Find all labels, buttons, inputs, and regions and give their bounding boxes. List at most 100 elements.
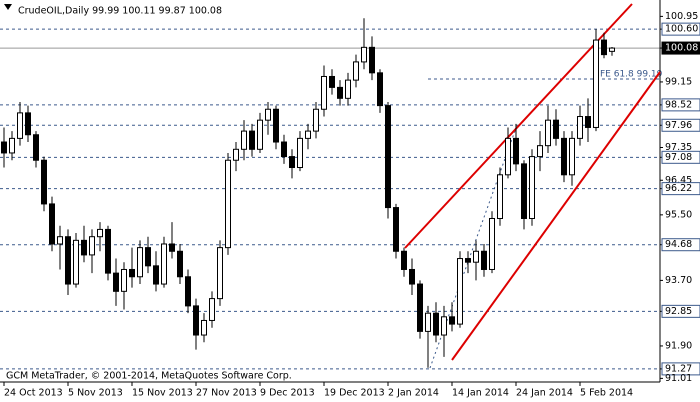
- candle-body: [49, 203, 55, 245]
- candle-body: [169, 243, 175, 252]
- candle-body: [185, 276, 191, 307]
- y-tick-label: 100.95: [665, 11, 698, 22]
- x-tick-label: 9 Dec 2013: [260, 388, 315, 399]
- candle-body: [305, 130, 311, 139]
- candle-body: [449, 316, 455, 325]
- candle-body: [177, 250, 183, 278]
- candle-body: [33, 134, 39, 161]
- y-tick-label: 98.52: [665, 99, 692, 110]
- tick-box: [661, 98, 700, 112]
- tick-box: [661, 118, 700, 132]
- annotation: FE 61.8 99.19: [600, 70, 663, 80]
- y-tick-label: 100.60: [665, 24, 698, 35]
- candle-body: [585, 116, 591, 128]
- trendline: [451, 71, 661, 361]
- candle-body: [321, 75, 327, 110]
- x-tick-label: 24 Oct 2013: [4, 388, 63, 399]
- y-tick-label: 95.50: [665, 209, 692, 220]
- candle-body: [481, 250, 487, 270]
- y-tick-label: 100.08: [665, 43, 698, 54]
- candle-body: [9, 137, 15, 154]
- y-tick-label: 91.01: [665, 373, 692, 384]
- tick-box: [661, 41, 700, 55]
- candle-body: [529, 156, 535, 219]
- candle-body: [161, 243, 167, 285]
- y-tick-label: 91.90: [665, 340, 692, 351]
- candle-body: [89, 236, 95, 256]
- candle-body: [401, 250, 407, 270]
- candle-body: [465, 258, 471, 263]
- x-tick-label: 2 Jan 2014: [388, 388, 439, 399]
- candle-body: [81, 239, 87, 256]
- candle-body: [201, 319, 207, 336]
- candle-body: [57, 236, 63, 245]
- y-tick-label: 94.68: [665, 239, 692, 250]
- candle-body: [425, 312, 431, 332]
- y-tick-label: 96.22: [665, 183, 692, 194]
- candle-body: [353, 61, 359, 81]
- x-tick-label: 15 Nov 2013: [132, 388, 193, 399]
- candle-body: [129, 268, 135, 278]
- candle-body: [545, 119, 551, 147]
- candle-body: [521, 163, 527, 219]
- y-tick-label: 97.08: [665, 152, 692, 163]
- x-tick-label: 14 Jan 2014: [452, 388, 509, 399]
- y-tick-label: 97.96: [665, 120, 692, 131]
- candle-body: [225, 159, 231, 249]
- candle-body: [1, 141, 7, 154]
- candle-body: [145, 247, 151, 267]
- candle-body: [25, 112, 31, 136]
- candle-body: [505, 137, 511, 176]
- tick-box: [661, 182, 700, 196]
- candle-body: [273, 108, 279, 143]
- candle-body: [361, 46, 367, 63]
- candle-body: [577, 116, 583, 139]
- candle-body: [257, 119, 263, 150]
- y-tick-label: 96.45: [665, 175, 692, 186]
- candle-body: [217, 247, 223, 300]
- candle-body: [473, 250, 479, 263]
- candle-body: [41, 159, 47, 205]
- candle-body: [289, 156, 295, 169]
- x-tick-label: 24 Jan 2014: [516, 388, 573, 399]
- candle-body: [345, 79, 351, 99]
- tick-box: [661, 304, 700, 318]
- candle-body: [105, 228, 111, 274]
- y-tick-label: 99.15: [665, 76, 692, 87]
- candle-body: [489, 217, 495, 270]
- candle-body: [233, 148, 239, 161]
- candle-body: [97, 228, 103, 238]
- candle-body: [193, 305, 199, 336]
- y-tick-label: 93.70: [665, 275, 692, 286]
- candle-body: [17, 112, 23, 139]
- y-tick-label: 91.27: [665, 363, 692, 374]
- candle-body: [241, 130, 247, 150]
- y-tick-label: 92.85: [665, 306, 692, 317]
- candle-body: [593, 39, 599, 128]
- candle-body: [441, 316, 447, 336]
- tick-box: [661, 150, 700, 164]
- candle-body: [513, 137, 519, 165]
- tick-box: [661, 238, 700, 252]
- candle-body: [209, 298, 215, 321]
- candle-body: [553, 119, 559, 139]
- x-tick-label: 5 Nov 2013: [68, 388, 123, 399]
- menu-icon: [4, 4, 12, 10]
- candle-body: [137, 247, 143, 278]
- candle-body: [457, 258, 463, 325]
- candle-body: [265, 108, 271, 121]
- candle-body: [385, 105, 391, 209]
- candle-body: [369, 46, 375, 74]
- tick-box: [661, 22, 700, 36]
- candle-body: [329, 75, 335, 88]
- candle-body: [65, 236, 71, 285]
- candle-body: [417, 283, 423, 332]
- candle-body: [561, 137, 567, 176]
- candle-body: [497, 174, 503, 219]
- x-tick-label: 5 Feb 2014: [580, 388, 633, 399]
- footer: GCM MetaTrader, © 2001-2014, MetaQuotes …: [6, 371, 292, 382]
- candle-body: [337, 86, 343, 99]
- candle-body: [377, 72, 383, 107]
